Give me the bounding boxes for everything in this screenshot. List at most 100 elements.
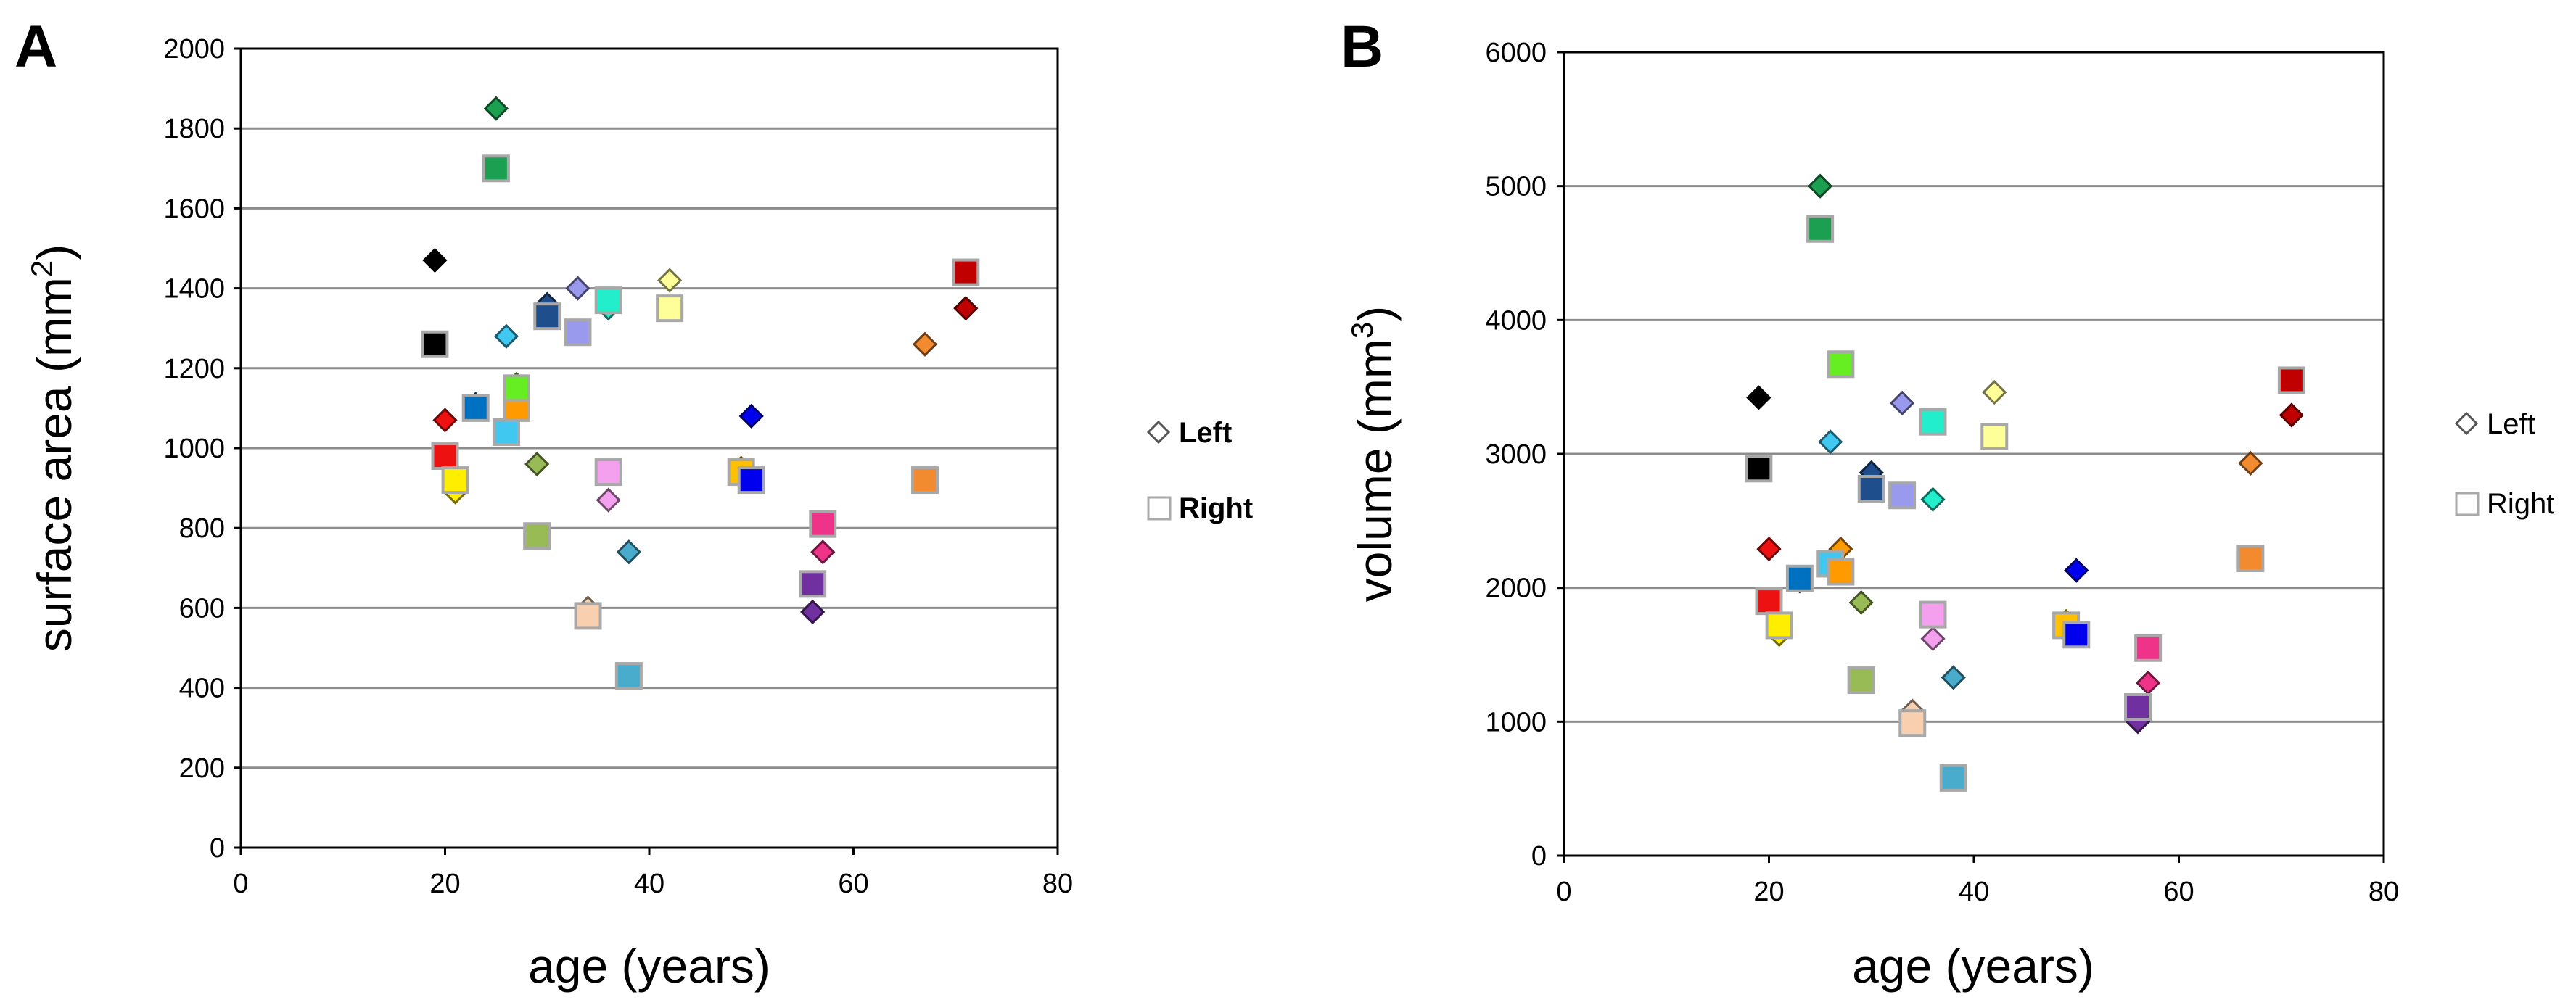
data-point-right [737, 466, 765, 495]
data-point-left [1746, 385, 1771, 410]
data-point-left [800, 599, 826, 625]
panel-b-plot-frame [1563, 51, 2385, 857]
data-point-left [1848, 590, 1874, 616]
y-tick-label: 800 [179, 513, 225, 544]
data-point-right [952, 258, 980, 286]
x-tick-label: 80 [2369, 877, 2399, 907]
y-tick-label: 0 [210, 833, 225, 864]
x-tick-label: 20 [429, 869, 460, 899]
data-point-left [1808, 173, 1833, 199]
data-point-right [421, 330, 449, 358]
data-point-right [482, 154, 510, 183]
x-tick-label: 60 [838, 869, 868, 899]
data-point-right [911, 466, 939, 495]
panel-a: A 0200400600800100012001400160018002000 … [15, 14, 1253, 993]
x-tick-label: 20 [1753, 877, 1784, 907]
panel-a-y-tick-labels: 0 200 400 600 800 1000 1200 1400 1600 1800 2000 [163, 34, 241, 864]
x-tick-label: 40 [634, 869, 664, 899]
data-point-right [1745, 455, 1773, 483]
data-point-right [2277, 366, 2305, 394]
data-point-right [1785, 564, 1814, 592]
panel-a-letter: A [15, 14, 57, 80]
data-point-left [2238, 450, 2263, 476]
panel-b-y-axis-label: volume (mm3) [1345, 306, 1402, 602]
data-point-right [1806, 215, 1835, 243]
data-point-left [810, 539, 836, 565]
data-point-right [1919, 408, 1947, 436]
y-tick-label: 4000 [1485, 305, 1547, 336]
panel-b-x-axis-label: age (years) [1852, 939, 2094, 993]
panel-a-gridlines [241, 127, 1058, 769]
data-point-left [565, 276, 590, 301]
data-point-right [1919, 600, 1947, 629]
x-tick-label: 80 [1042, 869, 1073, 899]
y-tick-label: 2000 [163, 34, 225, 65]
data-point-right [1980, 422, 2009, 450]
data-point-left [1756, 536, 1782, 562]
panel-b-letter: B [1341, 14, 1383, 80]
panel-b: B 0 1000 2000 3000 4000 5000 6000 0 20 40 60 80 vo… [1341, 14, 2554, 993]
x-tick-label: 60 [2163, 877, 2194, 907]
data-point-right [1847, 666, 1875, 695]
data-point-right [1857, 475, 1885, 503]
data-point-right [523, 522, 551, 550]
panel-a-y-axis-label: surface area (mm2) [25, 244, 81, 652]
y-tick-label: 1800 [163, 114, 225, 144]
y-tick-label: 3000 [1485, 439, 1547, 470]
data-point-right [2124, 693, 2152, 721]
data-point-left [657, 268, 683, 293]
y-tick-label: 0 [1531, 841, 1547, 872]
legend-left-label: Left [1179, 417, 1232, 449]
data-point-right [1939, 764, 1967, 792]
y-tick-label: 600 [179, 593, 225, 624]
x-tick-label: 0 [1556, 877, 1571, 907]
data-point-left [483, 96, 509, 121]
y-tick-label: 1000 [1485, 707, 1547, 737]
data-point-left [616, 539, 641, 565]
panel-a-plot-frame [239, 47, 1059, 849]
data-point-left [1982, 379, 2007, 405]
data-point-right [492, 418, 520, 446]
y-tick-label: 1600 [163, 194, 225, 224]
panel-a-x-tick-labels: 0 20 40 60 80 [233, 848, 1073, 899]
data-point-left [432, 408, 458, 433]
data-point-left [493, 323, 519, 349]
panel-b-data-points [1745, 173, 2305, 792]
data-point-left [953, 296, 979, 321]
data-point-left [422, 247, 448, 273]
legend-right-label: Right [1179, 492, 1253, 524]
panel-a-x-axis-label: age (years) [528, 939, 770, 993]
data-point-right [614, 662, 643, 690]
data-point-left [1920, 626, 1946, 651]
panel-a-legend: Left Right [1146, 417, 1253, 524]
data-point-left [1941, 665, 1966, 690]
x-tick-label: 0 [233, 869, 248, 899]
data-point-left [2064, 558, 2089, 583]
data-point-right [564, 318, 592, 347]
data-point-right [431, 442, 459, 471]
data-point-left [596, 487, 621, 513]
data-point-left [524, 451, 550, 477]
data-point-right [799, 570, 827, 598]
y-tick-label: 2000 [1485, 574, 1547, 604]
panel-a-data-points [421, 96, 980, 690]
data-point-right [594, 286, 622, 315]
data-point-right [503, 374, 531, 402]
legend-right-marker [2455, 492, 2480, 516]
data-point-right [574, 602, 602, 630]
data-point-right [461, 394, 490, 422]
y-tick-label: 1400 [163, 274, 225, 305]
legend-right-marker [1147, 496, 1172, 521]
x-tick-label: 40 [1959, 877, 1989, 907]
y-tick-label: 5000 [1485, 172, 1547, 202]
data-point-right [441, 466, 469, 495]
data-point-right [656, 294, 684, 323]
data-point-left [912, 331, 938, 357]
panel-b-y-tick-labels: 0 1000 2000 3000 4000 5000 6000 [1485, 38, 1564, 872]
legend-left-marker [1146, 420, 1171, 444]
panel-b-legend: Left Right [2454, 408, 2554, 520]
data-point-left [1890, 390, 1915, 415]
panel-b-x-tick-labels: 0 20 40 60 80 [1556, 856, 2399, 907]
y-tick-label: 1000 [163, 434, 225, 464]
